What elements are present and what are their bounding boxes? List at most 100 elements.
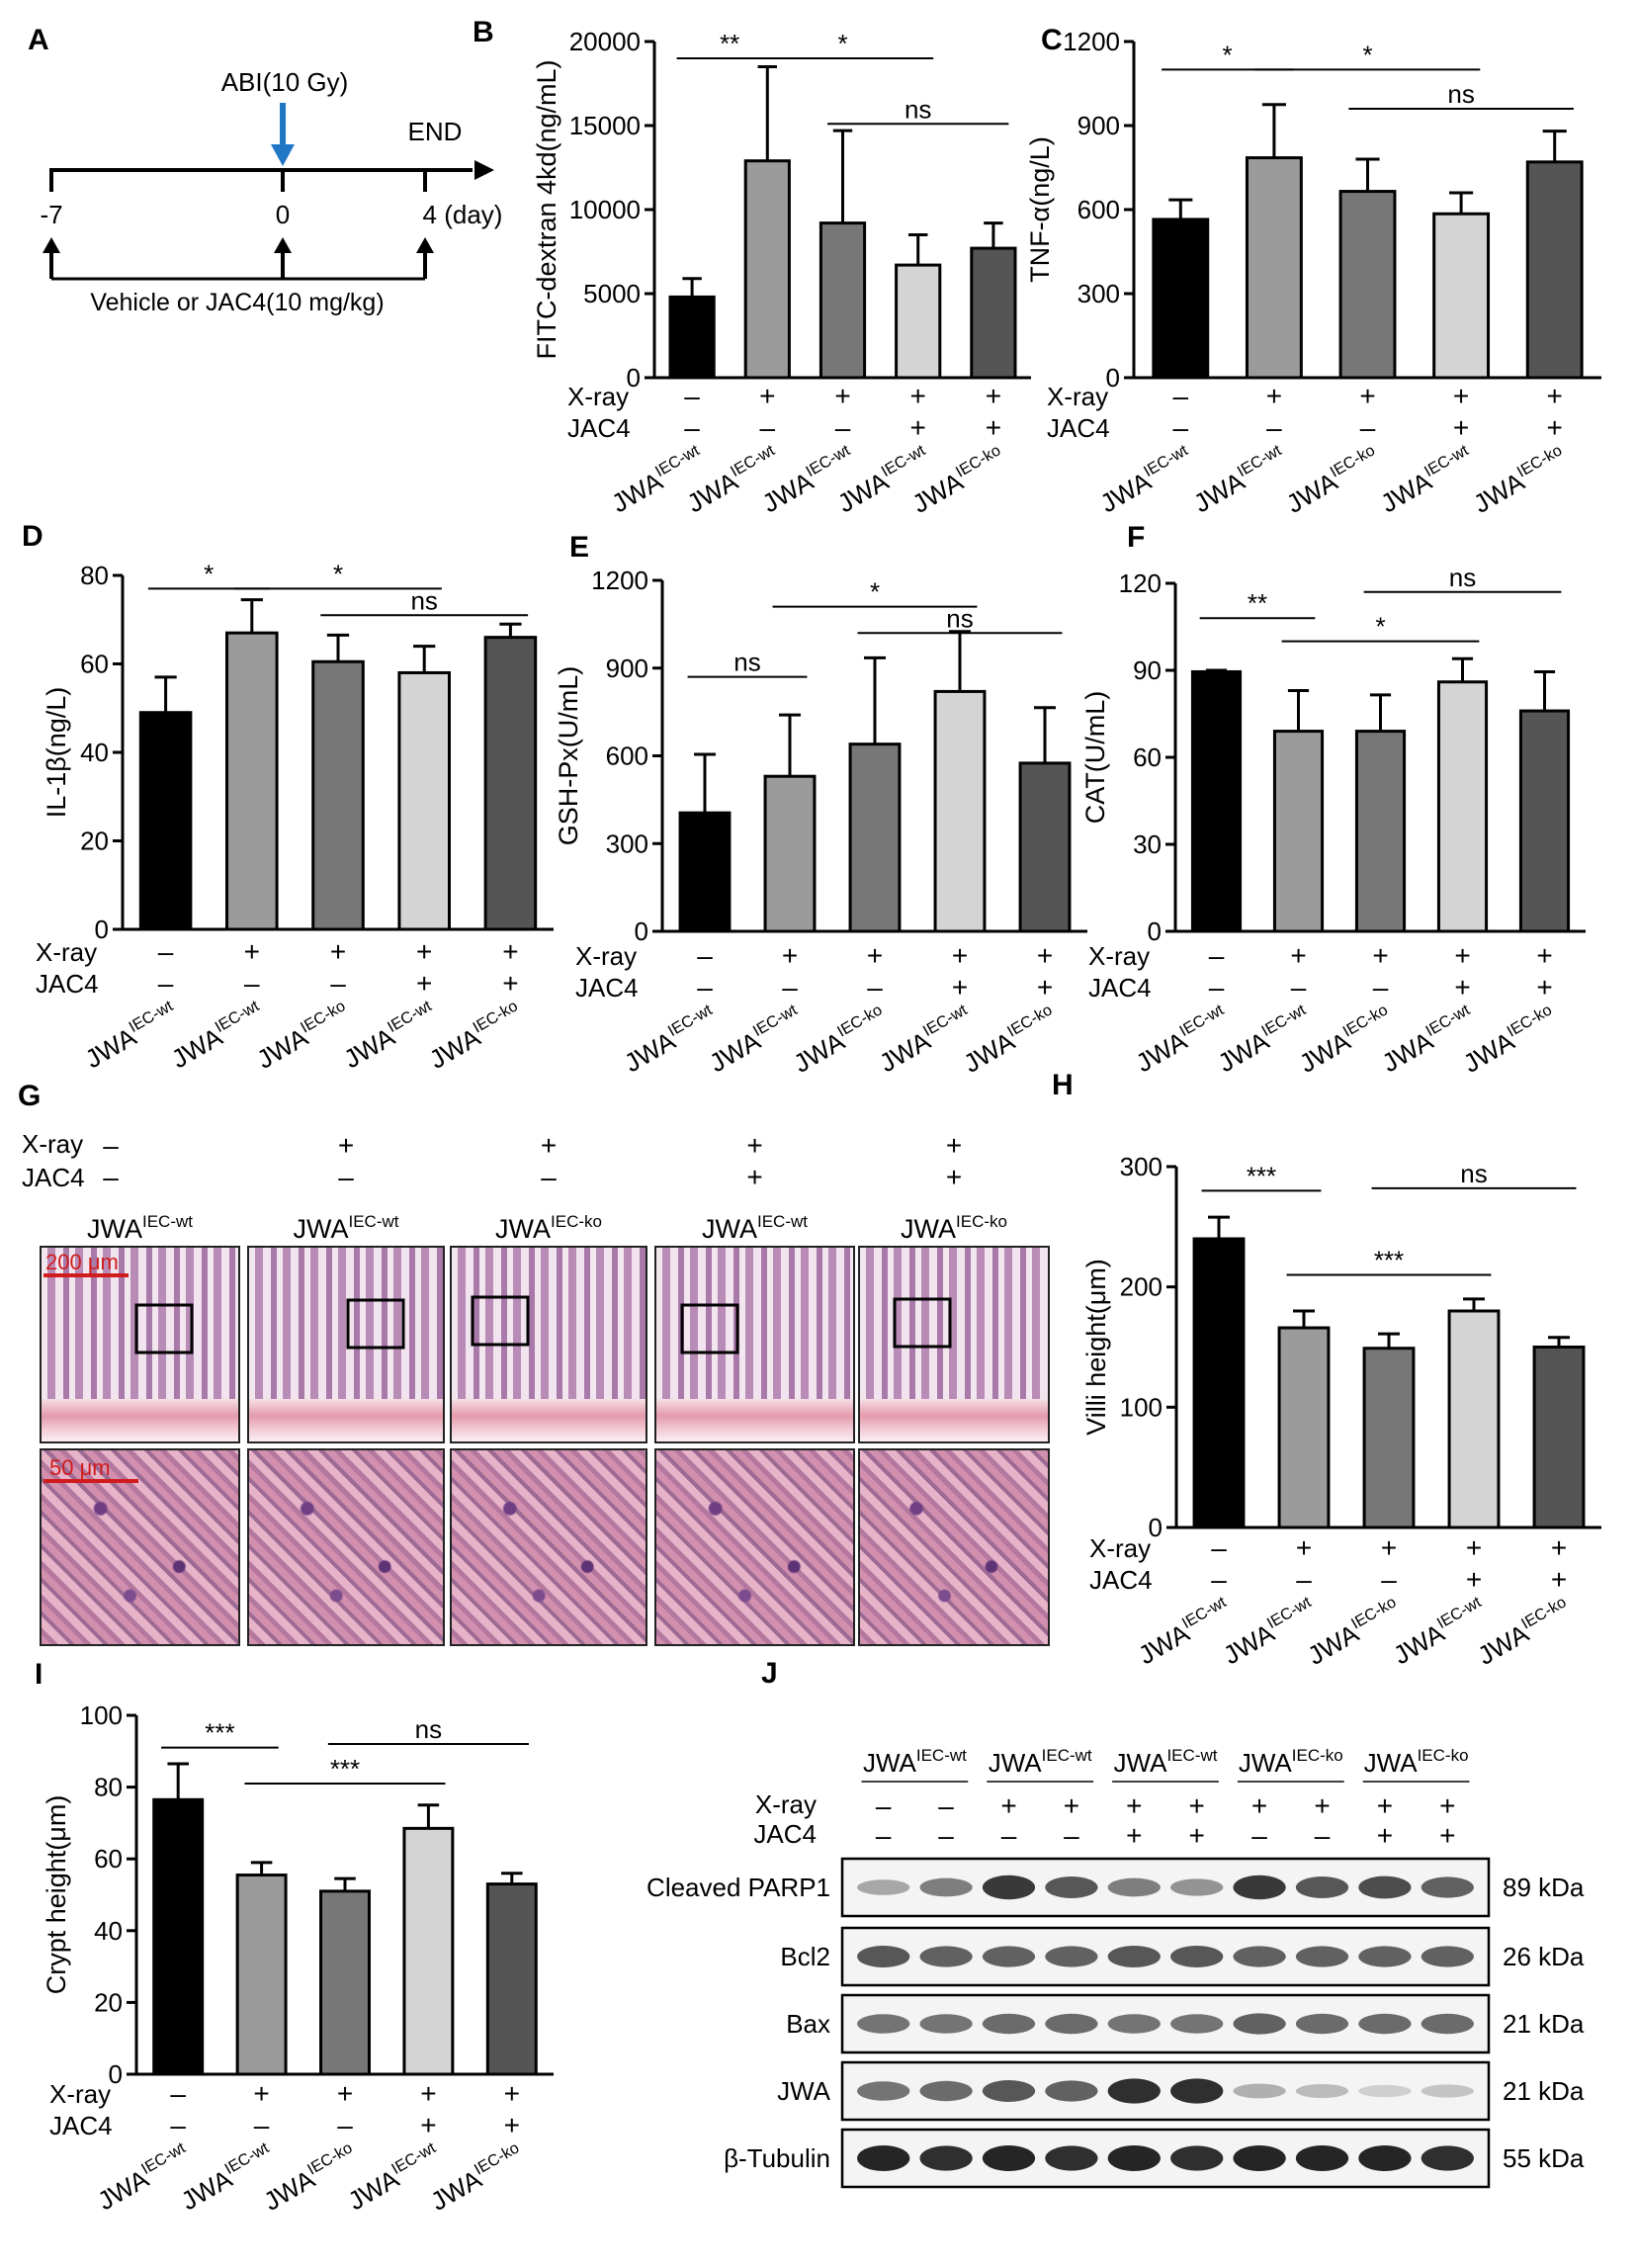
xray-row-label: X-ray [49, 2079, 111, 2109]
genotype-label: JWAIEC-ko [424, 997, 521, 1074]
blot-jac4-sign: + [1377, 1820, 1393, 1851]
y-tick-label: 900 [1077, 111, 1120, 140]
genotype-label: JWAIEC-wt [1388, 1593, 1485, 1670]
bar [1152, 218, 1210, 380]
xray-sign: + [1372, 940, 1388, 971]
genotype-label: JWAIEC-wt [619, 1001, 716, 1078]
blot-band [1421, 1876, 1474, 1898]
y-tick-label: 100 [1120, 1392, 1163, 1422]
treatment-arrow-head [274, 237, 292, 253]
genotype-label: JWAIEC-ko [1473, 1593, 1570, 1670]
bar [152, 1797, 205, 2076]
blot-band [857, 1946, 910, 1967]
jac4-sign: – [244, 968, 260, 999]
genotype-label-sup: IEC-ko [834, 1001, 886, 1040]
jac4-row-label: JAC4 [1047, 413, 1110, 443]
bar [1532, 1346, 1586, 1529]
genotype-label-text: JWAIEC-ko [258, 2138, 362, 2216]
g-jac4-sign: + [946, 1162, 962, 1192]
bar [485, 1882, 538, 2076]
genotype-label-sup: IEC-ko [1518, 1593, 1570, 1632]
blot-band [857, 1879, 910, 1895]
irradiation-arrow-head [271, 144, 295, 166]
genotype-label-sup: IEC-wt [878, 441, 928, 480]
jac4-row-label: JAC4 [1089, 1565, 1153, 1595]
xray-sign: + [1037, 940, 1053, 971]
genotype-label-text: JWAIEC-ko [958, 1001, 1062, 1078]
y-tick-label: 200 [1120, 1272, 1163, 1302]
y-axis-title: CAT(U/mL) [1080, 691, 1110, 825]
jac4-sign: – [1173, 412, 1189, 443]
genotype-label: JWAIEC-wt [1213, 1001, 1310, 1078]
histology-overview-image [858, 1246, 1050, 1443]
blot-band [982, 2013, 1036, 2035]
blot-jac4-sign: + [1189, 1820, 1205, 1851]
y-tick-label: 0 [627, 363, 641, 393]
blot-band [1295, 2145, 1349, 2171]
xray-sign: + [910, 381, 926, 411]
blot-band [1107, 2014, 1161, 2034]
blot-band [1358, 2013, 1412, 2035]
jac4-sign: – [835, 412, 851, 443]
g-genotype-label: JWAIEC-wt [294, 1212, 399, 1244]
blot-size-label: 55 kDa [1503, 2143, 1585, 2173]
g-genotype-label: JWAIEC-ko [495, 1212, 602, 1244]
g-jac4-sign: – [103, 1162, 119, 1192]
blot-jac4-label: JAC4 [753, 1819, 817, 1849]
xray-sign: + [986, 381, 1001, 411]
genotype-label: JWAIEC-wt [92, 2138, 196, 2216]
significance-label: ** [1248, 588, 1267, 618]
g-jac4-sign: + [746, 1162, 762, 1192]
xray-sign: + [337, 2078, 353, 2109]
genotype-label-sup: IEC-ko [1327, 441, 1378, 480]
significance-label: * [1375, 612, 1385, 642]
y-tick-label: 20000 [569, 27, 641, 56]
histology-zoom-image [450, 1448, 647, 1646]
g-xray-sign: – [103, 1130, 119, 1161]
xray-row-label: X-ray [1047, 382, 1108, 411]
significance-label: * [837, 29, 847, 58]
y-axis-title: TNF-α(ng/L) [1025, 136, 1055, 283]
xray-row-label: X-ray [575, 941, 637, 971]
g-genotype-base: JWA [702, 1214, 757, 1244]
zoom-region-box [134, 1303, 194, 1354]
genotype-label-text: JWAIEC-wt [1133, 1593, 1237, 1670]
genotype-label: JWAIEC-wt [1218, 1593, 1315, 1670]
genotype-label: JWAIEC-wt [1133, 1593, 1237, 1670]
blot-band [1107, 2145, 1161, 2171]
jac4-sign: – [1291, 972, 1307, 1003]
xray-sign: + [1359, 381, 1375, 411]
blot-protein-label: Bax [786, 2009, 830, 2039]
blot-band [1045, 2080, 1098, 2102]
genotype-label-sup: IEC-ko [1004, 1001, 1056, 1040]
scale-bar-lower-label: 50 μm [49, 1455, 111, 1480]
y-axis-title: Crypt height(μm) [42, 1795, 71, 1995]
xray-sign: – [1209, 940, 1225, 971]
panel-label-C: C [1041, 24, 1063, 56]
bar [895, 263, 942, 380]
blot-group-sup: IEC-ko [1418, 1746, 1469, 1765]
significance-label: *** [1374, 1246, 1404, 1275]
genotype-label-sup: IEC-wt [138, 2138, 189, 2178]
blot-xray-sign: + [1064, 1790, 1079, 1821]
xray-sign: + [1290, 940, 1306, 971]
y-tick-label: 600 [606, 741, 648, 771]
genotype-label: JWAIEC-ko [1468, 441, 1565, 518]
y-tick-label: 15000 [569, 111, 641, 140]
genotype-label-sup: IEC-wt [750, 1001, 801, 1040]
genotype-label-sup: IEC-wt [1264, 1593, 1315, 1632]
g-genotype-base: JWA [294, 1214, 349, 1244]
genotype-label-sup: IEC-wt [1422, 1001, 1473, 1040]
bar [743, 159, 791, 380]
blot-jac4-sign: – [1251, 1820, 1267, 1851]
genotype-label-text: JWAIEC-wt [1188, 441, 1292, 518]
treatment-arrow-head [43, 237, 60, 253]
genotype-label-text: JWAIEC-wt [92, 2138, 196, 2216]
g-genotype-base: JWA [87, 1214, 142, 1244]
genotype-label: JWAIEC-ko [958, 1001, 1062, 1078]
histology-overview-image [450, 1246, 647, 1443]
y-tick-label: 600 [1077, 195, 1120, 224]
